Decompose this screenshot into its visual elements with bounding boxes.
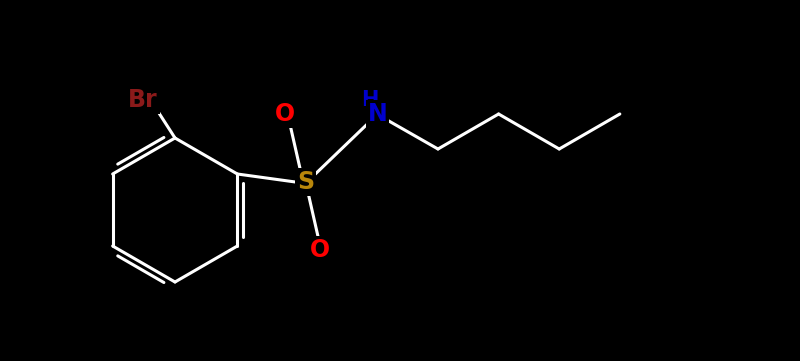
Text: O: O bbox=[310, 238, 330, 262]
Text: O: O bbox=[275, 102, 295, 126]
Text: S: S bbox=[297, 170, 314, 194]
Text: H: H bbox=[361, 90, 378, 110]
Text: Br: Br bbox=[128, 88, 158, 112]
Text: N: N bbox=[367, 102, 387, 126]
